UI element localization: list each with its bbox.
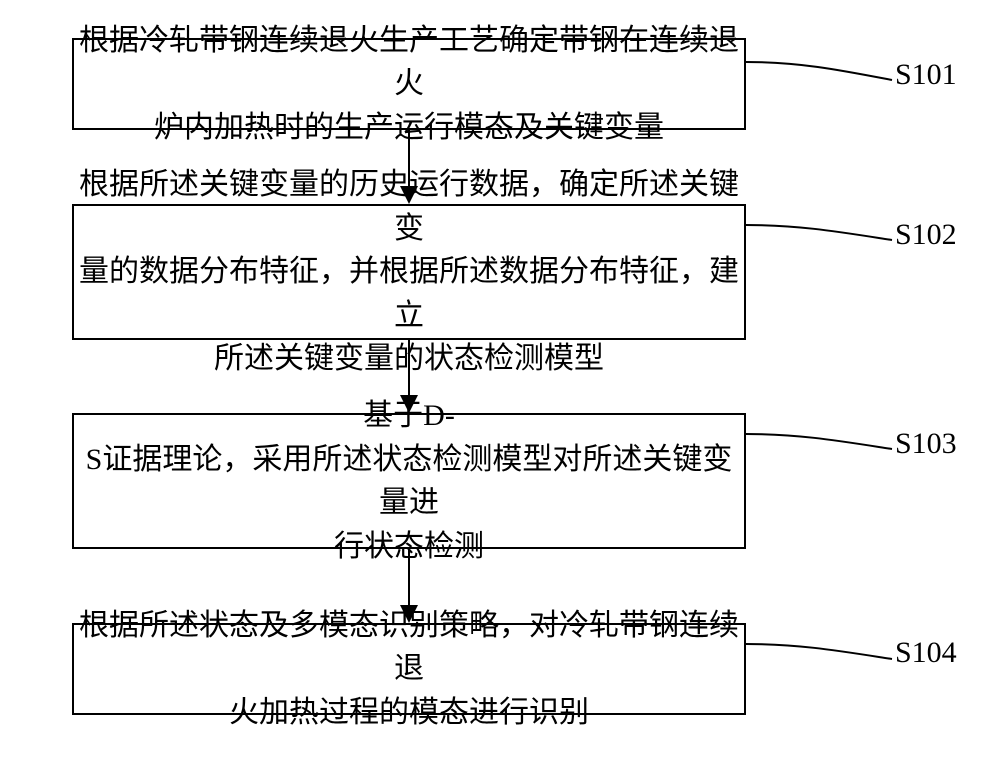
- step-label-s102: S102: [895, 218, 957, 252]
- flow-node-s102: 根据所述关键变量的历史运行数据，确定所述关键变量的数据分布特征，并根据所述数据分…: [72, 204, 746, 340]
- flow-node-line: 根据冷轧带钢连续退火生产工艺确定带钢在连续退火: [74, 19, 744, 106]
- flow-node-s104: 根据所述状态及多模态识别策略，对冷轧带钢连续退火加热过程的模态进行识别: [72, 623, 746, 715]
- flow-node-s101: 根据冷轧带钢连续退火生产工艺确定带钢在连续退火炉内加热时的生产运行模态及关键变量: [72, 38, 746, 130]
- flow-node-line: 根据所述关键变量的历史运行数据，确定所述关键变: [74, 163, 744, 250]
- flow-node-line: 根据所述状态及多模态识别策略，对冷轧带钢连续退: [74, 604, 744, 691]
- flow-node-line: 炉内加热时的生产运行模态及关键变量: [154, 106, 664, 150]
- flow-node-line: S证据理论，采用所述状态检测模型对所述关键变量进: [74, 438, 744, 525]
- flow-node-line: 基于D-: [363, 394, 455, 438]
- flow-node-line: 行状态检测: [334, 525, 484, 569]
- flow-node-line: 所述关键变量的状态检测模型: [214, 337, 604, 381]
- flow-node-line: 火加热过程的模态进行识别: [229, 691, 589, 735]
- flowchart-canvas: 根据冷轧带钢连续退火生产工艺确定带钢在连续退火炉内加热时的生产运行模态及关键变量…: [0, 0, 1000, 767]
- step-label-s104: S104: [895, 636, 957, 670]
- step-label-s101: S101: [895, 58, 957, 92]
- flow-node-s103: 基于D-S证据理论，采用所述状态检测模型对所述关键变量进行状态检测: [72, 413, 746, 549]
- step-label-s103: S103: [895, 427, 957, 461]
- flow-node-line: 量的数据分布特征，并根据所述数据分布特征，建立: [74, 250, 744, 337]
